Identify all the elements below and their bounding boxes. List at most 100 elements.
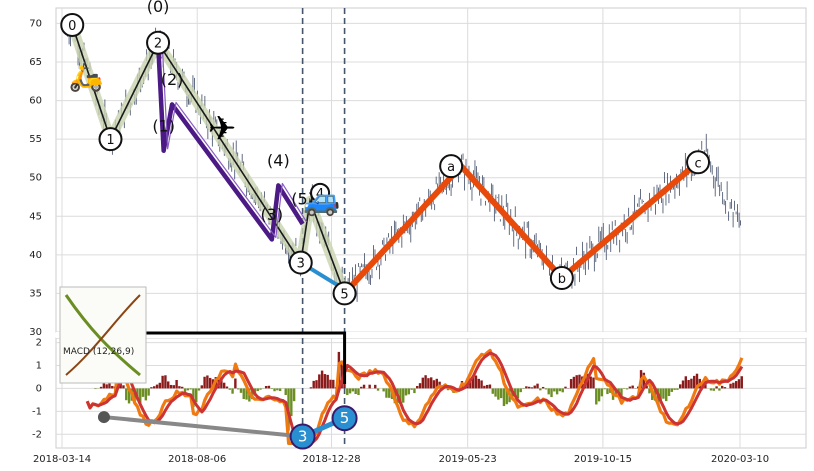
macd-histogram-bar <box>659 388 662 404</box>
macd-histogram-bar <box>446 388 450 391</box>
macd-histogram-bar <box>737 379 741 389</box>
macd-histogram-bar <box>530 387 534 389</box>
macd-histogram-bar <box>665 388 668 402</box>
macd-wave-label: 3 <box>298 428 308 446</box>
x-tick-label: 2019-10-15 <box>574 454 632 465</box>
macd-histogram-bar <box>194 388 198 402</box>
macd-histogram-bar <box>623 388 626 389</box>
macd-histogram-bar <box>239 388 243 393</box>
wave-label: 1 <box>106 133 114 148</box>
macd-histogram-bar <box>127 388 131 404</box>
macd-histogram-bar <box>536 383 539 389</box>
subwave-line-inner <box>161 40 308 239</box>
macd-histogram-bar <box>150 387 153 389</box>
macd-wave-label: 5 <box>340 409 350 427</box>
macd-histogram-bar <box>684 376 688 389</box>
macd-histogram-bar <box>273 388 276 392</box>
price-y-tick: 65 <box>29 57 42 68</box>
wave-lines <box>67 8 700 448</box>
macd-histogram-bar <box>690 378 693 389</box>
macd-histogram-bar <box>108 381 111 389</box>
macd-histogram-bar <box>172 385 176 389</box>
scooter-icon: 🛵 <box>69 60 104 93</box>
macd-histogram-bar <box>715 386 718 389</box>
macd-histogram-bar <box>609 388 612 393</box>
macd-divergence-line <box>103 415 303 439</box>
macd-histogram-bar <box>729 383 732 389</box>
macd-histogram-bar <box>102 382 106 389</box>
macd-histogram-bar <box>323 374 327 389</box>
macd-histogram-bar <box>200 385 203 389</box>
price-y-tick: 40 <box>29 250 42 261</box>
macd-histogram-bar <box>547 388 550 395</box>
macd-histogram-bar <box>410 388 413 390</box>
macd-histogram-bar <box>141 388 145 397</box>
macd-histogram-bar <box>315 380 318 389</box>
macd-histogram-bar <box>139 388 142 404</box>
macd-histogram-bar <box>309 387 313 389</box>
macd-histogram-bar <box>645 385 648 389</box>
macd-histogram-bar <box>681 380 685 389</box>
macd-histogram-bar <box>158 382 162 389</box>
macd-histogram-bar <box>483 385 486 389</box>
macd-histogram-bar <box>670 388 674 392</box>
macd-histogram-bar <box>348 388 352 394</box>
price-y-tick: 60 <box>29 96 42 107</box>
macd-histogram-bar <box>385 388 388 398</box>
correction-wave-line <box>342 159 700 296</box>
wave-label: c <box>694 156 701 171</box>
macd-histogram-bar <box>480 380 483 389</box>
macd-histogram-bar <box>225 386 229 389</box>
subwave-label: (0) <box>147 0 170 16</box>
macd-histogram-bar <box>673 388 676 390</box>
macd-histogram-bar <box>329 379 332 389</box>
x-tick-label: 2018-08-06 <box>168 454 226 465</box>
macd-histogram-bar <box>709 388 713 391</box>
wave-marker <box>146 30 171 55</box>
macd-histogram-bar <box>208 377 212 389</box>
macd-histogram-bar <box>245 388 248 400</box>
macd-histogram-bar <box>206 375 209 389</box>
macd-histogram-bar <box>250 388 254 400</box>
macd-histogram-bar <box>662 388 665 399</box>
macd-histogram-bar <box>505 388 508 405</box>
macd-histogram-bar <box>222 382 226 389</box>
macd-histogram-bar <box>326 374 329 389</box>
wave-label: b <box>558 272 566 287</box>
macd-wave-marker <box>289 423 316 450</box>
macd-histogram-bar <box>164 375 167 389</box>
macd-histogram-bar <box>695 373 699 389</box>
macd-histogram-bar <box>407 388 411 395</box>
macd-histogram-bar <box>477 378 480 389</box>
macd-histogram-bar <box>155 384 159 389</box>
airplane-icon: ✈ <box>208 109 237 149</box>
macd-y-tick: 0 <box>36 383 42 394</box>
divergence-start-dot <box>97 411 110 424</box>
macd-histogram-bar <box>236 388 240 390</box>
macd-histogram-bar <box>278 388 282 392</box>
macd-histogram-bar <box>125 388 128 401</box>
macd-histogram-bar <box>642 372 646 389</box>
macd-histogram-bar <box>723 387 727 389</box>
macd-histogram-bar <box>597 388 601 402</box>
macd-histogram-bar <box>167 381 170 389</box>
macd-histogram-bar <box>572 376 576 389</box>
macd-histogram-bar <box>220 377 223 389</box>
macd-histogram-bar <box>270 388 273 390</box>
macd-histogram-bar <box>740 376 743 389</box>
wave-label: 0 <box>68 19 76 34</box>
subwave-label: (5) <box>291 190 314 209</box>
macd-panel <box>85 348 744 445</box>
macd-histogram-bar <box>687 380 690 389</box>
macd-wave-marker <box>331 405 358 432</box>
wave-label: 5 <box>340 287 348 302</box>
macd-histogram-bar <box>522 388 525 389</box>
subwave-label: (2) <box>161 70 184 89</box>
macd-histogram-bar <box>519 388 522 393</box>
macd-histogram-bar <box>362 384 366 389</box>
macd-histogram-bar <box>264 385 268 389</box>
macd-histogram-bar <box>734 381 738 389</box>
macd-histogram-bar <box>267 385 271 389</box>
macd-histogram-bar <box>488 384 492 389</box>
price-y-tick: 50 <box>29 173 42 184</box>
